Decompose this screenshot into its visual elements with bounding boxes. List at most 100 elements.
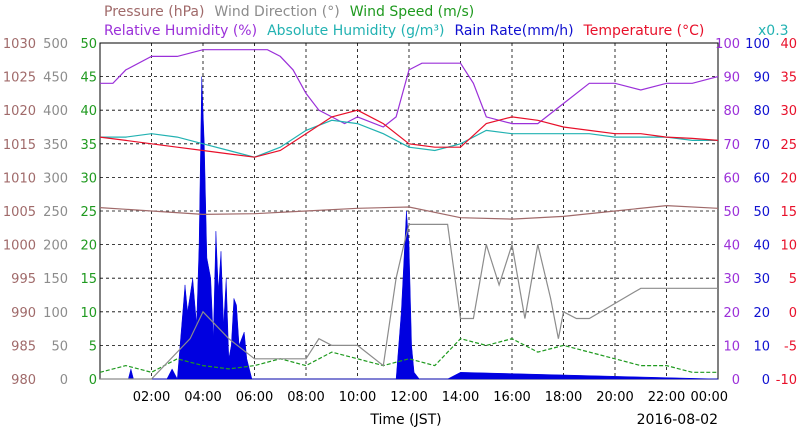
left-tick-pressure-hpa: 1030 (3, 37, 36, 52)
right-tick-relative-humidity: 90 (723, 71, 740, 86)
x-tick-label: 08:00 (287, 390, 324, 405)
right-tick-relative-humidity: 0 (732, 373, 740, 388)
series-layer (99, 49, 719, 380)
right-tick-rain-rate-mm-h: 80 (753, 104, 770, 119)
right-tick-relative-humidity: 30 (723, 272, 740, 287)
title-item: Wind Direction (°) (214, 4, 339, 20)
right-tick-rain-rate-mm-h: 30 (753, 272, 770, 287)
left-tick-pressure-hpa: 1025 (3, 71, 36, 86)
series-rain-rate-mm-h (100, 76, 719, 380)
left-tick-pressure-hpa: 995 (11, 272, 36, 287)
x-tick-label: 16:00 (493, 390, 530, 405)
left-tick-wind-speed-m-s: 35 (80, 138, 97, 153)
right-tick-temperature-c: 25 (780, 138, 797, 153)
right-tick-relative-humidity: 80 (723, 104, 740, 119)
right-tick-temperature-c: 0 (789, 306, 797, 321)
right-tick-rain-rate-mm-h: 70 (753, 138, 770, 153)
series-temperature-c (99, 109, 719, 158)
title-row-humidity-rain-temp: Relative Humidity (%) Absolute Humidity (… (104, 23, 704, 39)
left-tick-wind-speed-m-s: 45 (80, 71, 97, 86)
left-tick-pressure-hpa: 1005 (3, 205, 36, 220)
right-tick-temperature-c: 10 (780, 239, 797, 254)
right-tick-relative-humidity: 10 (723, 339, 740, 354)
x-tick-label: 12:00 (390, 390, 427, 405)
x-tick-label: 04:00 (184, 390, 221, 405)
series-absolute-humidity-g-m (100, 119, 718, 158)
left-tick-wind-speed-m-s: 5 (89, 339, 97, 354)
right-tick-rain-rate-mm-h: 10 (753, 339, 770, 354)
left-tick-pressure-hpa: 980 (11, 373, 36, 388)
left-axes: 9809859909951000100510101015102010251030… (3, 37, 97, 388)
title-item: Rain Rate(mm/h) (454, 23, 573, 39)
right-tick-relative-humidity: 60 (723, 171, 740, 186)
left-tick-wind-direction: 150 (43, 272, 68, 287)
rain-scale-note: x0.3 (758, 23, 789, 39)
right-tick-rain-rate-mm-h: 40 (753, 239, 770, 254)
right-tick-relative-humidity: 70 (723, 138, 740, 153)
right-axes: 0102030405060708090100010203040506070809… (715, 37, 797, 388)
left-tick-pressure-hpa: 1015 (3, 138, 36, 153)
right-tick-rain-rate-mm-h: 20 (753, 306, 770, 321)
left-tick-wind-direction: 500 (43, 37, 68, 52)
right-tick-temperature-c: 40 (780, 37, 797, 52)
x-tick-label: 14:00 (442, 390, 479, 405)
left-tick-wind-speed-m-s: 0 (89, 373, 97, 388)
left-tick-wind-direction: 400 (43, 104, 68, 119)
left-tick-pressure-hpa: 990 (11, 306, 36, 321)
left-tick-wind-speed-m-s: 50 (80, 37, 97, 52)
right-tick-relative-humidity: 50 (723, 205, 740, 220)
title-row-pressure-wind: Pressure (hPa) Wind Direction (°) Wind Spe… (104, 4, 474, 20)
x-tick-label: 10:00 (339, 390, 376, 405)
right-tick-rain-rate-mm-h: 50 (753, 205, 770, 220)
left-tick-wind-direction: 200 (43, 239, 68, 254)
right-tick-temperature-c: 5 (789, 272, 797, 287)
left-tick-wind-direction: 250 (43, 205, 68, 220)
x-tick-label: 22:00 (648, 390, 685, 405)
right-tick-temperature-c: 15 (780, 205, 797, 220)
left-tick-wind-direction: 0 (60, 373, 68, 388)
x-tick-label: 02:00 (133, 390, 170, 405)
right-tick-rain-rate-mm-h: 90 (753, 71, 770, 86)
series-relative-humidity (100, 49, 719, 128)
x-tick-label: 18:00 (545, 390, 582, 405)
left-tick-wind-direction: 100 (43, 306, 68, 321)
right-tick-rain-rate-mm-h: 60 (753, 171, 770, 186)
x-tick-label: 20:00 (596, 390, 633, 405)
title-item: Pressure (hPa) (104, 4, 204, 20)
x-axis-label: Time (JST) (369, 412, 441, 428)
series-wind-speed-m-s (99, 338, 718, 373)
left-tick-wind-speed-m-s: 25 (80, 205, 97, 220)
right-tick-temperature-c: -5 (784, 339, 797, 354)
left-tick-pressure-hpa: 1000 (3, 239, 36, 254)
right-tick-temperature-c: 20 (780, 171, 797, 186)
left-tick-pressure-hpa: 985 (11, 339, 36, 354)
left-tick-wind-speed-m-s: 20 (80, 239, 97, 254)
title-item: Absolute Humidity (g/m³) (267, 23, 444, 39)
right-tick-rain-rate-mm-h: 0 (762, 373, 770, 388)
right-tick-temperature-c: 30 (780, 104, 797, 119)
right-tick-rain-rate-mm-h: 100 (745, 37, 770, 52)
series-pressure-hpa (99, 204, 719, 220)
left-tick-pressure-hpa: 1020 (3, 104, 36, 119)
series-wind-direction (100, 223, 718, 380)
right-tick-temperature-c: -10 (776, 373, 797, 388)
left-tick-wind-speed-m-s: 10 (80, 306, 97, 321)
title-item: Wind Speed (m/s) (350, 4, 475, 20)
left-tick-pressure-hpa: 1010 (3, 171, 36, 186)
left-tick-wind-speed-m-s: 40 (80, 104, 97, 119)
title-item: Temperature (°C) (583, 23, 705, 39)
date-label: 2016-08-02 (637, 412, 718, 428)
title-item: Relative Humidity (%) (104, 23, 257, 39)
left-tick-wind-speed-m-s: 15 (80, 272, 97, 287)
right-tick-relative-humidity: 100 (715, 37, 740, 52)
left-tick-wind-direction: 50 (51, 339, 68, 354)
left-tick-wind-direction: 350 (43, 138, 68, 153)
title-area: Pressure (hPa) Wind Direction (°) Wind Spe… (104, 4, 789, 39)
x-tick-label: 06:00 (236, 390, 273, 405)
left-tick-wind-direction: 450 (43, 71, 68, 86)
right-tick-relative-humidity: 40 (723, 239, 740, 254)
right-tick-relative-humidity: 20 (723, 306, 740, 321)
x-axis: 02:00 04:00 06:00 08:00 10:00 12:00 14:00 16:00… (133, 390, 728, 405)
x-tick-label: 00:00 (691, 390, 728, 405)
